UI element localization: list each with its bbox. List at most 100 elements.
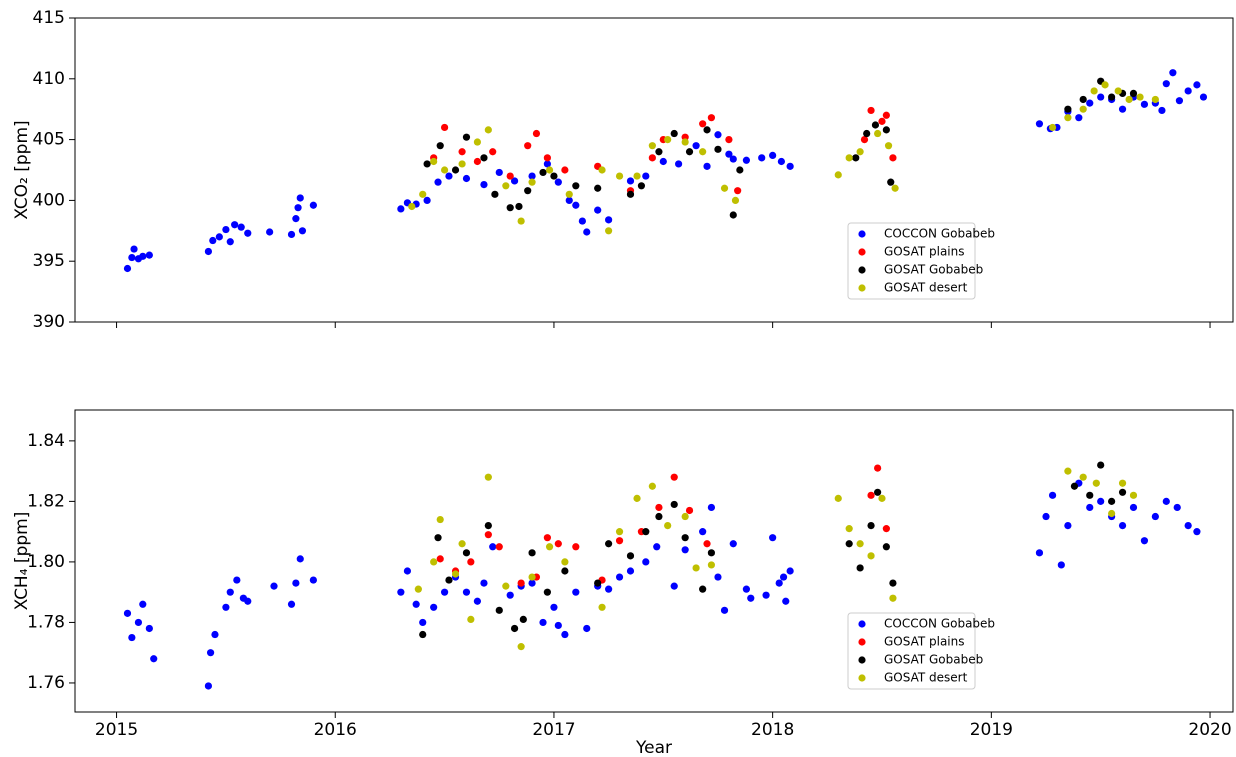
point xyxy=(495,168,503,177)
point xyxy=(572,588,580,596)
point xyxy=(659,157,667,166)
point xyxy=(648,142,656,150)
legend-label: GOSAT desert xyxy=(884,671,968,685)
point xyxy=(510,177,519,185)
point xyxy=(554,621,562,630)
point xyxy=(729,155,737,163)
point xyxy=(430,558,438,566)
point xyxy=(467,615,475,624)
point xyxy=(543,154,551,162)
point xyxy=(882,111,890,119)
point xyxy=(675,160,683,168)
point xyxy=(462,588,471,596)
point xyxy=(134,618,143,627)
point xyxy=(1079,473,1087,481)
point xyxy=(473,138,482,146)
point xyxy=(1070,482,1079,490)
x-tick-label: 2016 xyxy=(314,720,357,740)
point xyxy=(1048,123,1057,132)
point xyxy=(681,534,689,542)
point xyxy=(1136,93,1144,101)
point xyxy=(714,145,722,153)
point xyxy=(882,543,890,551)
point xyxy=(458,148,466,156)
point xyxy=(539,168,547,177)
legend-marker xyxy=(858,638,866,646)
point xyxy=(1064,105,1072,113)
point xyxy=(615,537,624,545)
legend-marker xyxy=(858,656,866,664)
point xyxy=(685,148,694,156)
point xyxy=(633,172,641,180)
point xyxy=(699,528,707,536)
point xyxy=(543,160,551,168)
point xyxy=(1193,528,1201,536)
point xyxy=(867,552,875,560)
legend-marker xyxy=(858,230,866,238)
point xyxy=(1079,105,1087,113)
point xyxy=(1086,99,1094,107)
point xyxy=(294,204,302,212)
point xyxy=(502,582,510,590)
point xyxy=(510,624,519,633)
point xyxy=(296,555,304,563)
point xyxy=(707,549,716,557)
point xyxy=(506,204,514,212)
point xyxy=(1184,521,1192,530)
point xyxy=(528,178,536,186)
point xyxy=(430,157,438,166)
point xyxy=(440,588,449,596)
point xyxy=(1086,503,1094,512)
point xyxy=(1057,561,1065,569)
point xyxy=(775,579,783,587)
x-tick-label: 2017 xyxy=(532,720,575,740)
point xyxy=(1108,93,1116,101)
point xyxy=(856,148,864,156)
point xyxy=(495,606,503,614)
point xyxy=(867,491,875,499)
legend-label: COCCON Gobabeb xyxy=(884,617,995,631)
point xyxy=(458,160,466,168)
point xyxy=(605,227,613,235)
point xyxy=(692,142,700,150)
legend-marker xyxy=(858,674,866,682)
point xyxy=(1169,69,1177,77)
point xyxy=(758,154,766,162)
point xyxy=(408,202,416,211)
point xyxy=(707,561,716,569)
point xyxy=(583,624,591,633)
point xyxy=(1129,89,1138,97)
point xyxy=(655,512,663,521)
point xyxy=(436,555,444,563)
point xyxy=(1193,81,1201,89)
y-tick-label: 405 xyxy=(33,130,65,150)
point xyxy=(211,630,219,639)
point xyxy=(473,597,482,605)
point xyxy=(1035,549,1044,557)
point xyxy=(594,579,602,587)
point xyxy=(1079,95,1087,104)
point xyxy=(495,543,503,551)
point xyxy=(554,178,562,186)
point xyxy=(545,543,554,551)
point xyxy=(692,564,700,572)
point xyxy=(626,190,635,198)
point xyxy=(462,549,471,557)
point xyxy=(681,512,689,521)
point xyxy=(1118,521,1127,530)
point xyxy=(598,603,606,611)
point xyxy=(856,540,864,548)
point xyxy=(1108,497,1116,505)
point xyxy=(123,609,132,617)
point xyxy=(528,172,536,180)
point xyxy=(502,182,510,190)
point xyxy=(436,515,444,524)
point xyxy=(1125,95,1133,104)
legend-frame xyxy=(847,612,976,690)
point xyxy=(1158,106,1166,115)
point xyxy=(222,603,230,611)
point xyxy=(834,494,842,502)
point xyxy=(554,540,562,548)
point xyxy=(139,600,147,608)
point xyxy=(729,211,737,219)
